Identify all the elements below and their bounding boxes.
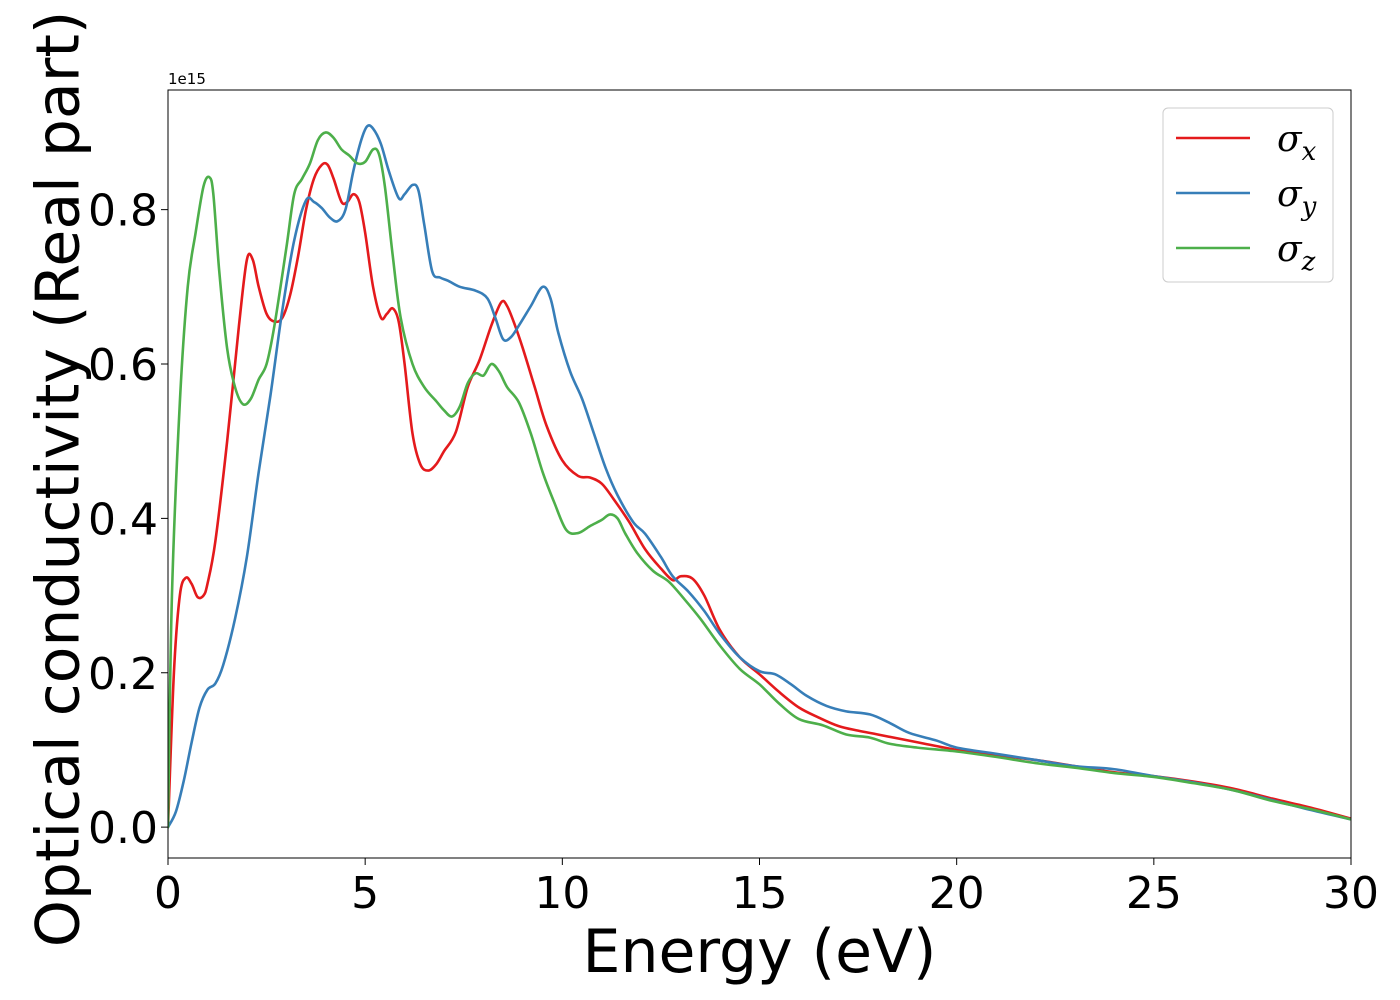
legend-label-z: σz [1277,229,1316,277]
x-tick-label: 25 [1126,868,1182,919]
legend: σx σy σz [1162,107,1334,283]
series-layer [168,124,1351,829]
series-line-y [168,124,1351,829]
y-tick-label: 0.2 [88,649,158,700]
y-tick-label: 0.6 [88,340,158,391]
legend-label-x: σx [1277,119,1317,167]
legend-box [1162,107,1334,283]
x-axis-title: Energy (eV) [583,917,937,987]
legend-label-y: σy [1277,174,1317,222]
y-tick-label: 0.4 [88,494,158,545]
y-offset-text: 1e15 [168,70,206,88]
x-tick-label: 20 [929,868,985,919]
y-tick-label: 0.8 [88,186,158,237]
x-tick-label: 15 [732,868,788,919]
x-tick-label: 10 [534,868,590,919]
x-tick-label: 30 [1323,868,1379,919]
x-axis: 0 5 10 15 20 25 30 [154,858,1379,919]
y-axis-title: Optical conductivity (Real part) [24,11,94,948]
series-line-z [168,131,1351,829]
x-tick-label: 0 [154,868,182,919]
y-axis: 0.0 0.2 0.4 0.6 0.8 [88,186,168,854]
x-tick-label: 5 [351,868,379,919]
y-tick-label: 0.0 [88,803,158,854]
series-line-x [168,161,1351,829]
